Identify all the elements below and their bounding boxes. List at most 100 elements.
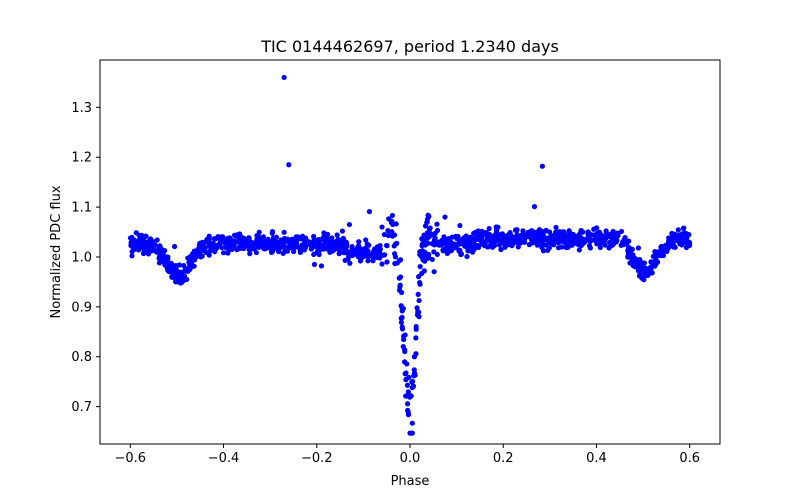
data-point [321,242,327,248]
data-point [383,242,390,249]
y-tick-label: 0.9 [71,300,92,315]
y-axis-ticks: 0.7 0.8 0.9 1.0 1.1 1.2 1.3 [71,101,100,415]
data-point [286,162,292,168]
data-point [503,238,510,244]
data-point [329,241,335,247]
x-tick-label: 0.6 [679,451,700,466]
data-point [414,305,420,311]
data-point [405,392,411,398]
data-point [397,257,404,263]
data-point [591,226,597,232]
data-point [280,250,286,256]
data-point [384,259,390,265]
data-point [431,269,437,275]
data-point [401,359,408,365]
data-point [549,239,555,245]
data-point [162,262,168,268]
data-point [461,241,468,247]
data-point [686,239,693,246]
data-point [422,242,428,248]
data-point [147,243,153,249]
data-point [171,267,177,273]
data-point [179,269,185,275]
data-point [625,247,631,254]
data-point [241,245,247,252]
data-point [152,242,158,248]
data-point [424,219,430,226]
data-point [444,250,450,257]
data-point [131,237,137,243]
data-point [366,209,373,215]
data-point [277,239,283,245]
data-point [416,274,422,280]
data-point [255,233,262,239]
data-point [392,260,398,267]
data-point [212,246,219,252]
data-point [134,244,141,250]
data-point [475,228,481,234]
data-point [409,430,415,436]
y-tick-label: 1.0 [71,250,92,265]
data-point [263,244,269,250]
data-point [156,254,162,260]
data-point [237,231,243,237]
data-point [654,249,660,255]
data-point [658,249,664,255]
data-point [540,235,546,241]
data-point [182,266,188,272]
data-point [246,238,252,244]
data-point [416,309,422,315]
data-point [486,226,492,232]
data-point [199,253,205,259]
data-point [365,258,371,264]
data-point [398,315,404,321]
data-point [171,243,178,250]
data-point [187,266,193,272]
data-point [548,232,554,238]
data-point [298,244,304,250]
data-point [467,236,473,242]
data-point [212,236,218,242]
data-point [356,239,362,245]
data-point [165,267,171,273]
data-point [283,238,289,244]
data-point [377,252,383,258]
data-point [427,230,434,237]
data-point [416,297,422,304]
data-point [209,242,216,248]
data-point [334,232,340,238]
data-point [596,229,602,235]
data-point [556,233,562,239]
data-point [366,242,372,248]
data-point [379,261,385,267]
data-point [456,237,462,243]
data-point [291,248,297,255]
data-point [341,245,347,251]
data-point [176,262,182,268]
data-point [308,246,314,252]
data-point [442,214,448,220]
data-point [515,244,521,250]
data-point [311,261,318,268]
data-point [406,374,412,380]
data-point [398,319,405,326]
data-point [531,204,538,210]
data-point [446,236,452,242]
x-axis-ticks: −0.6 −0.4 −0.2 0.0 0.2 0.4 0.6 [115,444,700,466]
x-axis-label: Phase [391,474,430,489]
data-point [623,239,629,245]
data-point [535,229,541,235]
data-point [545,247,551,253]
data-point [422,249,428,255]
data-point [154,237,160,243]
data-point [336,251,342,257]
data-point [467,240,473,246]
data-point [434,227,441,234]
y-tick-label: 1.3 [71,101,92,116]
data-point [679,233,685,239]
data-point [659,243,665,249]
data-point [498,246,504,253]
data-point [421,237,427,243]
